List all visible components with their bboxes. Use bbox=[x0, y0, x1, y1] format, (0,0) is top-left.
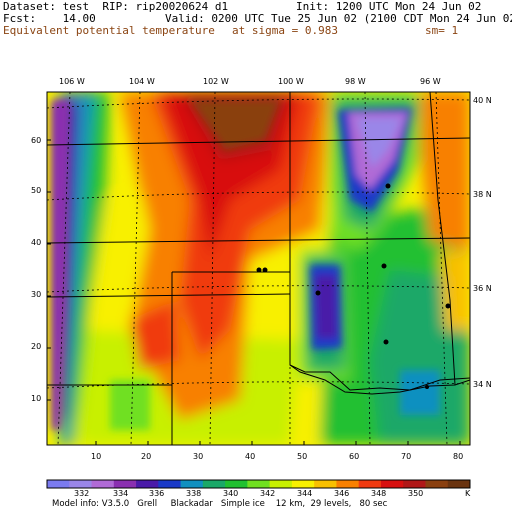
city-marker bbox=[383, 339, 389, 345]
colorbar-swatch bbox=[291, 480, 315, 488]
colorbar-label: 332 bbox=[74, 489, 89, 498]
colorbar-swatch bbox=[136, 480, 159, 488]
colorbar-swatch bbox=[47, 480, 70, 488]
colorbar-frame bbox=[46, 479, 471, 489]
colorbar bbox=[46, 479, 471, 489]
colorbar-label: 334 bbox=[113, 489, 128, 498]
colorbar-swatch bbox=[202, 480, 226, 488]
colorbar-label: 344 bbox=[297, 489, 312, 498]
colorbar-swatch bbox=[336, 480, 360, 488]
city-markers bbox=[256, 183, 451, 389]
y-tick-label: 60 bbox=[31, 136, 41, 145]
colorbar-swatch bbox=[269, 480, 293, 488]
longitude-labels: 106 W 104 W 102 W 100 W 98 W 96 W bbox=[59, 77, 441, 86]
y-tick-label: 50 bbox=[31, 186, 41, 195]
state-boundaries bbox=[47, 92, 470, 445]
city-marker bbox=[385, 183, 391, 189]
y-tick-label: 30 bbox=[31, 290, 41, 299]
field-name: Equivalent potential temperature bbox=[3, 24, 215, 37]
lat-label: 36 N bbox=[473, 284, 492, 293]
colorbar-label: 340 bbox=[223, 489, 238, 498]
x-grid-labels: 10 20 30 40 50 60 70 80 bbox=[91, 452, 463, 461]
x-tick-label: 30 bbox=[193, 452, 203, 461]
lon-label: 96 W bbox=[420, 77, 441, 86]
colorbar-swatch bbox=[113, 480, 137, 488]
city-marker bbox=[262, 267, 268, 273]
x-tick-label: 20 bbox=[141, 452, 151, 461]
init-time: Init: 1200 UTC Mon 24 Jun 02 bbox=[296, 0, 482, 13]
lat-label: 40 N bbox=[473, 96, 492, 105]
map-frame bbox=[46, 91, 471, 446]
city-marker bbox=[381, 263, 387, 269]
smoothing-label: sm= 1 bbox=[425, 24, 459, 37]
colorbar-swatch bbox=[69, 480, 92, 488]
colorbar-label: 336 bbox=[149, 489, 164, 498]
colorbar-swatch bbox=[247, 480, 271, 488]
lon-label: 100 W bbox=[278, 77, 304, 86]
y-tick-label: 20 bbox=[31, 342, 41, 351]
y-tick-label: 10 bbox=[31, 394, 41, 403]
city-marker bbox=[315, 290, 321, 296]
dataset-label: Dataset: test RIP: rip20020624 d1 bbox=[3, 0, 229, 13]
lon-label: 98 W bbox=[345, 77, 366, 86]
colorbar-swatch bbox=[380, 480, 404, 488]
city-marker bbox=[445, 303, 451, 309]
latitude-labels: 40 N 38 N 36 N 34 N bbox=[473, 96, 492, 389]
city-marker bbox=[425, 385, 429, 389]
y-grid-labels: 60 50 40 30 20 10 bbox=[31, 136, 41, 403]
colorbar-swatch bbox=[158, 480, 181, 488]
model-info: Model info: V3.5.0 Grell Blackadar Simpl… bbox=[52, 499, 388, 509]
y-tick-label: 40 bbox=[31, 238, 41, 247]
axis-ticks bbox=[47, 139, 461, 445]
colorbar-swatch bbox=[447, 480, 471, 488]
colorbar-labels: 332 334 336 338 340 342 344 346 348 350 … bbox=[74, 489, 471, 498]
x-tick-label: 70 bbox=[401, 452, 411, 461]
lat-label: 38 N bbox=[473, 190, 492, 199]
x-tick-label: 50 bbox=[297, 452, 307, 461]
x-tick-label: 40 bbox=[245, 452, 255, 461]
colorbar-swatch bbox=[314, 480, 337, 488]
colorbar-units: K bbox=[465, 489, 471, 498]
lon-label: 104 W bbox=[129, 77, 155, 86]
x-tick-label: 80 bbox=[453, 452, 463, 461]
lat-label: 34 N bbox=[473, 380, 492, 389]
x-tick-label: 10 bbox=[91, 452, 101, 461]
valid-time: Valid: 0200 UTC Tue 25 Jun 02 (2100 CDT … bbox=[165, 12, 512, 25]
colorbar-label: 342 bbox=[260, 489, 275, 498]
graticule bbox=[47, 92, 470, 445]
colorbar-label: 346 bbox=[334, 489, 349, 498]
x-tick-label: 60 bbox=[349, 452, 359, 461]
colorbar-swatch bbox=[425, 480, 449, 488]
colorbar-swatch bbox=[403, 480, 426, 488]
colorbar-swatch bbox=[180, 480, 204, 488]
colorbar-label: 338 bbox=[186, 489, 201, 498]
colorbar-swatch bbox=[225, 480, 248, 488]
lon-label: 106 W bbox=[59, 77, 85, 86]
colorbar-label: 350 bbox=[408, 489, 423, 498]
colorbar-swatch bbox=[91, 480, 115, 488]
colorbar-swatch bbox=[358, 480, 382, 488]
forecast-hour: Fcst: 14.00 bbox=[3, 12, 96, 25]
lon-label: 102 W bbox=[203, 77, 229, 86]
sigma-level: at sigma = 0.983 bbox=[232, 24, 338, 37]
city-marker bbox=[256, 267, 262, 273]
colorbar-label: 348 bbox=[371, 489, 386, 498]
